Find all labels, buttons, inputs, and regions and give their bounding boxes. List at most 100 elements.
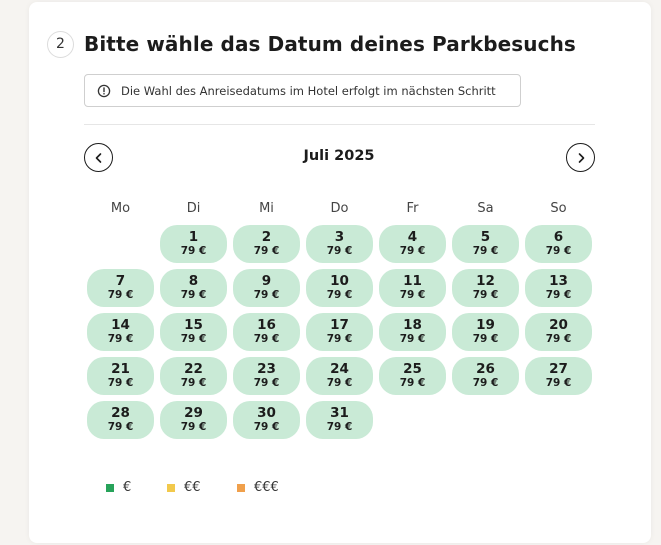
chevron-right-icon <box>578 152 584 163</box>
day-price: 79 € <box>399 377 426 389</box>
day-number: 26 <box>476 361 495 377</box>
calendar-day-15[interactable]: 15 79 € <box>160 313 227 351</box>
day-price: 79 € <box>180 289 207 301</box>
day-number: 24 <box>330 361 349 377</box>
calendar-day-8[interactable]: 8 79 € <box>160 269 227 307</box>
date-selection-card: 2 Bitte wähle das Datum deines Parkbesuc… <box>29 2 651 543</box>
weekday-so: So <box>550 201 567 216</box>
calendar-day-27[interactable]: 27 79 € <box>525 357 592 395</box>
next-month-button[interactable] <box>566 143 595 172</box>
calendar-day-30[interactable]: 30 79 € <box>233 401 300 439</box>
calendar-day-11[interactable]: 11 79 € <box>379 269 446 307</box>
calendar-day-24[interactable]: 24 79 € <box>306 357 373 395</box>
weekday-mi: Mi <box>259 201 274 216</box>
day-price: 79 € <box>180 245 207 257</box>
day-price: 79 € <box>326 377 353 389</box>
day-number: 14 <box>111 317 130 333</box>
legend-swatch <box>106 483 114 492</box>
previous-month-button[interactable] <box>84 143 113 172</box>
day-number: 30 <box>257 405 276 421</box>
weekday-mo: Mo <box>110 201 131 216</box>
calendar-day-28[interactable]: 28 79 € <box>87 401 154 439</box>
day-number: 4 <box>407 229 418 245</box>
calendar-day-12[interactable]: 12 79 € <box>452 269 519 307</box>
day-price: 79 € <box>472 289 499 301</box>
day-number: 10 <box>330 273 349 289</box>
legend-label: €€€ <box>254 480 279 495</box>
legend-item: €€€ <box>237 480 279 495</box>
calendar-day-14[interactable]: 14 79 € <box>87 313 154 351</box>
day-price: 79 € <box>107 377 134 389</box>
calendar-day-4[interactable]: 4 79 € <box>379 225 446 263</box>
weekday-di: Di <box>186 201 201 216</box>
day-price: 79 € <box>472 245 499 257</box>
calendar-day-31[interactable]: 31 79 € <box>306 401 373 439</box>
day-number: 20 <box>549 317 568 333</box>
calendar-day-10[interactable]: 10 79 € <box>306 269 373 307</box>
day-price: 79 € <box>326 421 353 433</box>
calendar-day-26[interactable]: 26 79 € <box>452 357 519 395</box>
step-number-badge: 2 <box>47 31 74 58</box>
day-price: 79 € <box>399 245 426 257</box>
legend-label: €€ <box>184 480 201 495</box>
legend-item: €€ <box>167 480 201 495</box>
legend-label: € <box>123 480 132 495</box>
calendar-day-17[interactable]: 17 79 € <box>306 313 373 351</box>
weekday-do: Do <box>330 201 349 216</box>
day-price: 79 € <box>107 289 134 301</box>
divider <box>84 124 595 125</box>
day-price: 79 € <box>545 377 572 389</box>
day-price: 79 € <box>253 289 280 301</box>
calendar-day-7[interactable]: 7 79 € <box>87 269 154 307</box>
calendar-day-3[interactable]: 3 79 € <box>306 225 373 263</box>
day-price: 79 € <box>107 333 134 345</box>
calendar-day-19[interactable]: 19 79 € <box>452 313 519 351</box>
calendar-day-18[interactable]: 18 79 € <box>379 313 446 351</box>
calendar-day-25[interactable]: 25 79 € <box>379 357 446 395</box>
calendar-day-5[interactable]: 5 79 € <box>452 225 519 263</box>
day-number: 31 <box>330 405 349 421</box>
calendar-day-9[interactable]: 9 79 € <box>233 269 300 307</box>
day-number: 9 <box>261 273 272 289</box>
calendar-day-1[interactable]: 1 79 € <box>160 225 227 263</box>
day-number: 25 <box>403 361 422 377</box>
day-number: 6 <box>553 229 564 245</box>
calendar-day-21[interactable]: 21 79 € <box>87 357 154 395</box>
day-number: 2 <box>261 229 272 245</box>
month-label: Juli 2025 <box>303 148 375 164</box>
day-number: 3 <box>334 229 345 245</box>
day-number: 22 <box>184 361 203 377</box>
calendar-day-22[interactable]: 22 79 € <box>160 357 227 395</box>
chevron-left-icon <box>95 152 101 163</box>
calendar-day-29[interactable]: 29 79 € <box>160 401 227 439</box>
day-number: 8 <box>188 273 199 289</box>
calendar-day-20[interactable]: 20 79 € <box>525 313 592 351</box>
calendar-day-13[interactable]: 13 79 € <box>525 269 592 307</box>
calendar-day-6[interactable]: 6 79 € <box>525 225 592 263</box>
day-price: 79 € <box>253 245 280 257</box>
day-number: 18 <box>403 317 422 333</box>
day-price: 79 € <box>545 289 572 301</box>
weekday-fr: Fr <box>406 201 419 216</box>
day-price: 79 € <box>472 377 499 389</box>
day-number: 15 <box>184 317 203 333</box>
day-price: 79 € <box>472 333 499 345</box>
day-number: 23 <box>257 361 276 377</box>
day-price: 79 € <box>253 421 280 433</box>
day-price: 79 € <box>326 333 353 345</box>
day-number: 11 <box>403 273 422 289</box>
day-price: 79 € <box>253 377 280 389</box>
calendar-day-23[interactable]: 23 79 € <box>233 357 300 395</box>
day-price: 79 € <box>253 333 280 345</box>
calendar-day-2[interactable]: 2 79 € <box>233 225 300 263</box>
day-number: 5 <box>480 229 491 245</box>
day-number: 16 <box>257 317 276 333</box>
calendar-day-16[interactable]: 16 79 € <box>233 313 300 351</box>
day-price: 79 € <box>180 421 207 433</box>
day-number: 1 <box>188 229 199 245</box>
day-price: 79 € <box>107 421 134 433</box>
day-price: 79 € <box>326 289 353 301</box>
weekday-sa: Sa <box>477 201 494 216</box>
info-circle-icon <box>97 84 111 98</box>
day-price: 79 € <box>180 333 207 345</box>
